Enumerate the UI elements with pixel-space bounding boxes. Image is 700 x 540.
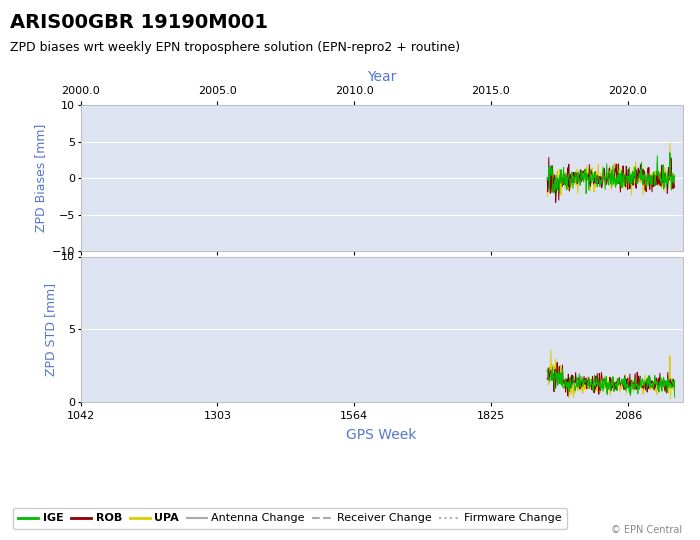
X-axis label: Year: Year — [367, 70, 396, 84]
Text: © EPN Central: © EPN Central — [611, 524, 682, 535]
X-axis label: GPS Week: GPS Week — [346, 428, 416, 442]
Y-axis label: ZPD Biases [mm]: ZPD Biases [mm] — [34, 124, 48, 232]
Text: ARIS00GBR 19190M001: ARIS00GBR 19190M001 — [10, 14, 269, 32]
Text: ZPD biases wrt weekly EPN troposphere solution (EPN-repro2 + routine): ZPD biases wrt weekly EPN troposphere so… — [10, 40, 461, 53]
Y-axis label: ZPD STD [mm]: ZPD STD [mm] — [44, 283, 57, 376]
Legend: IGE, ROB, UPA, Antenna Change, Receiver Change, Firmware Change: IGE, ROB, UPA, Antenna Change, Receiver … — [13, 508, 567, 529]
